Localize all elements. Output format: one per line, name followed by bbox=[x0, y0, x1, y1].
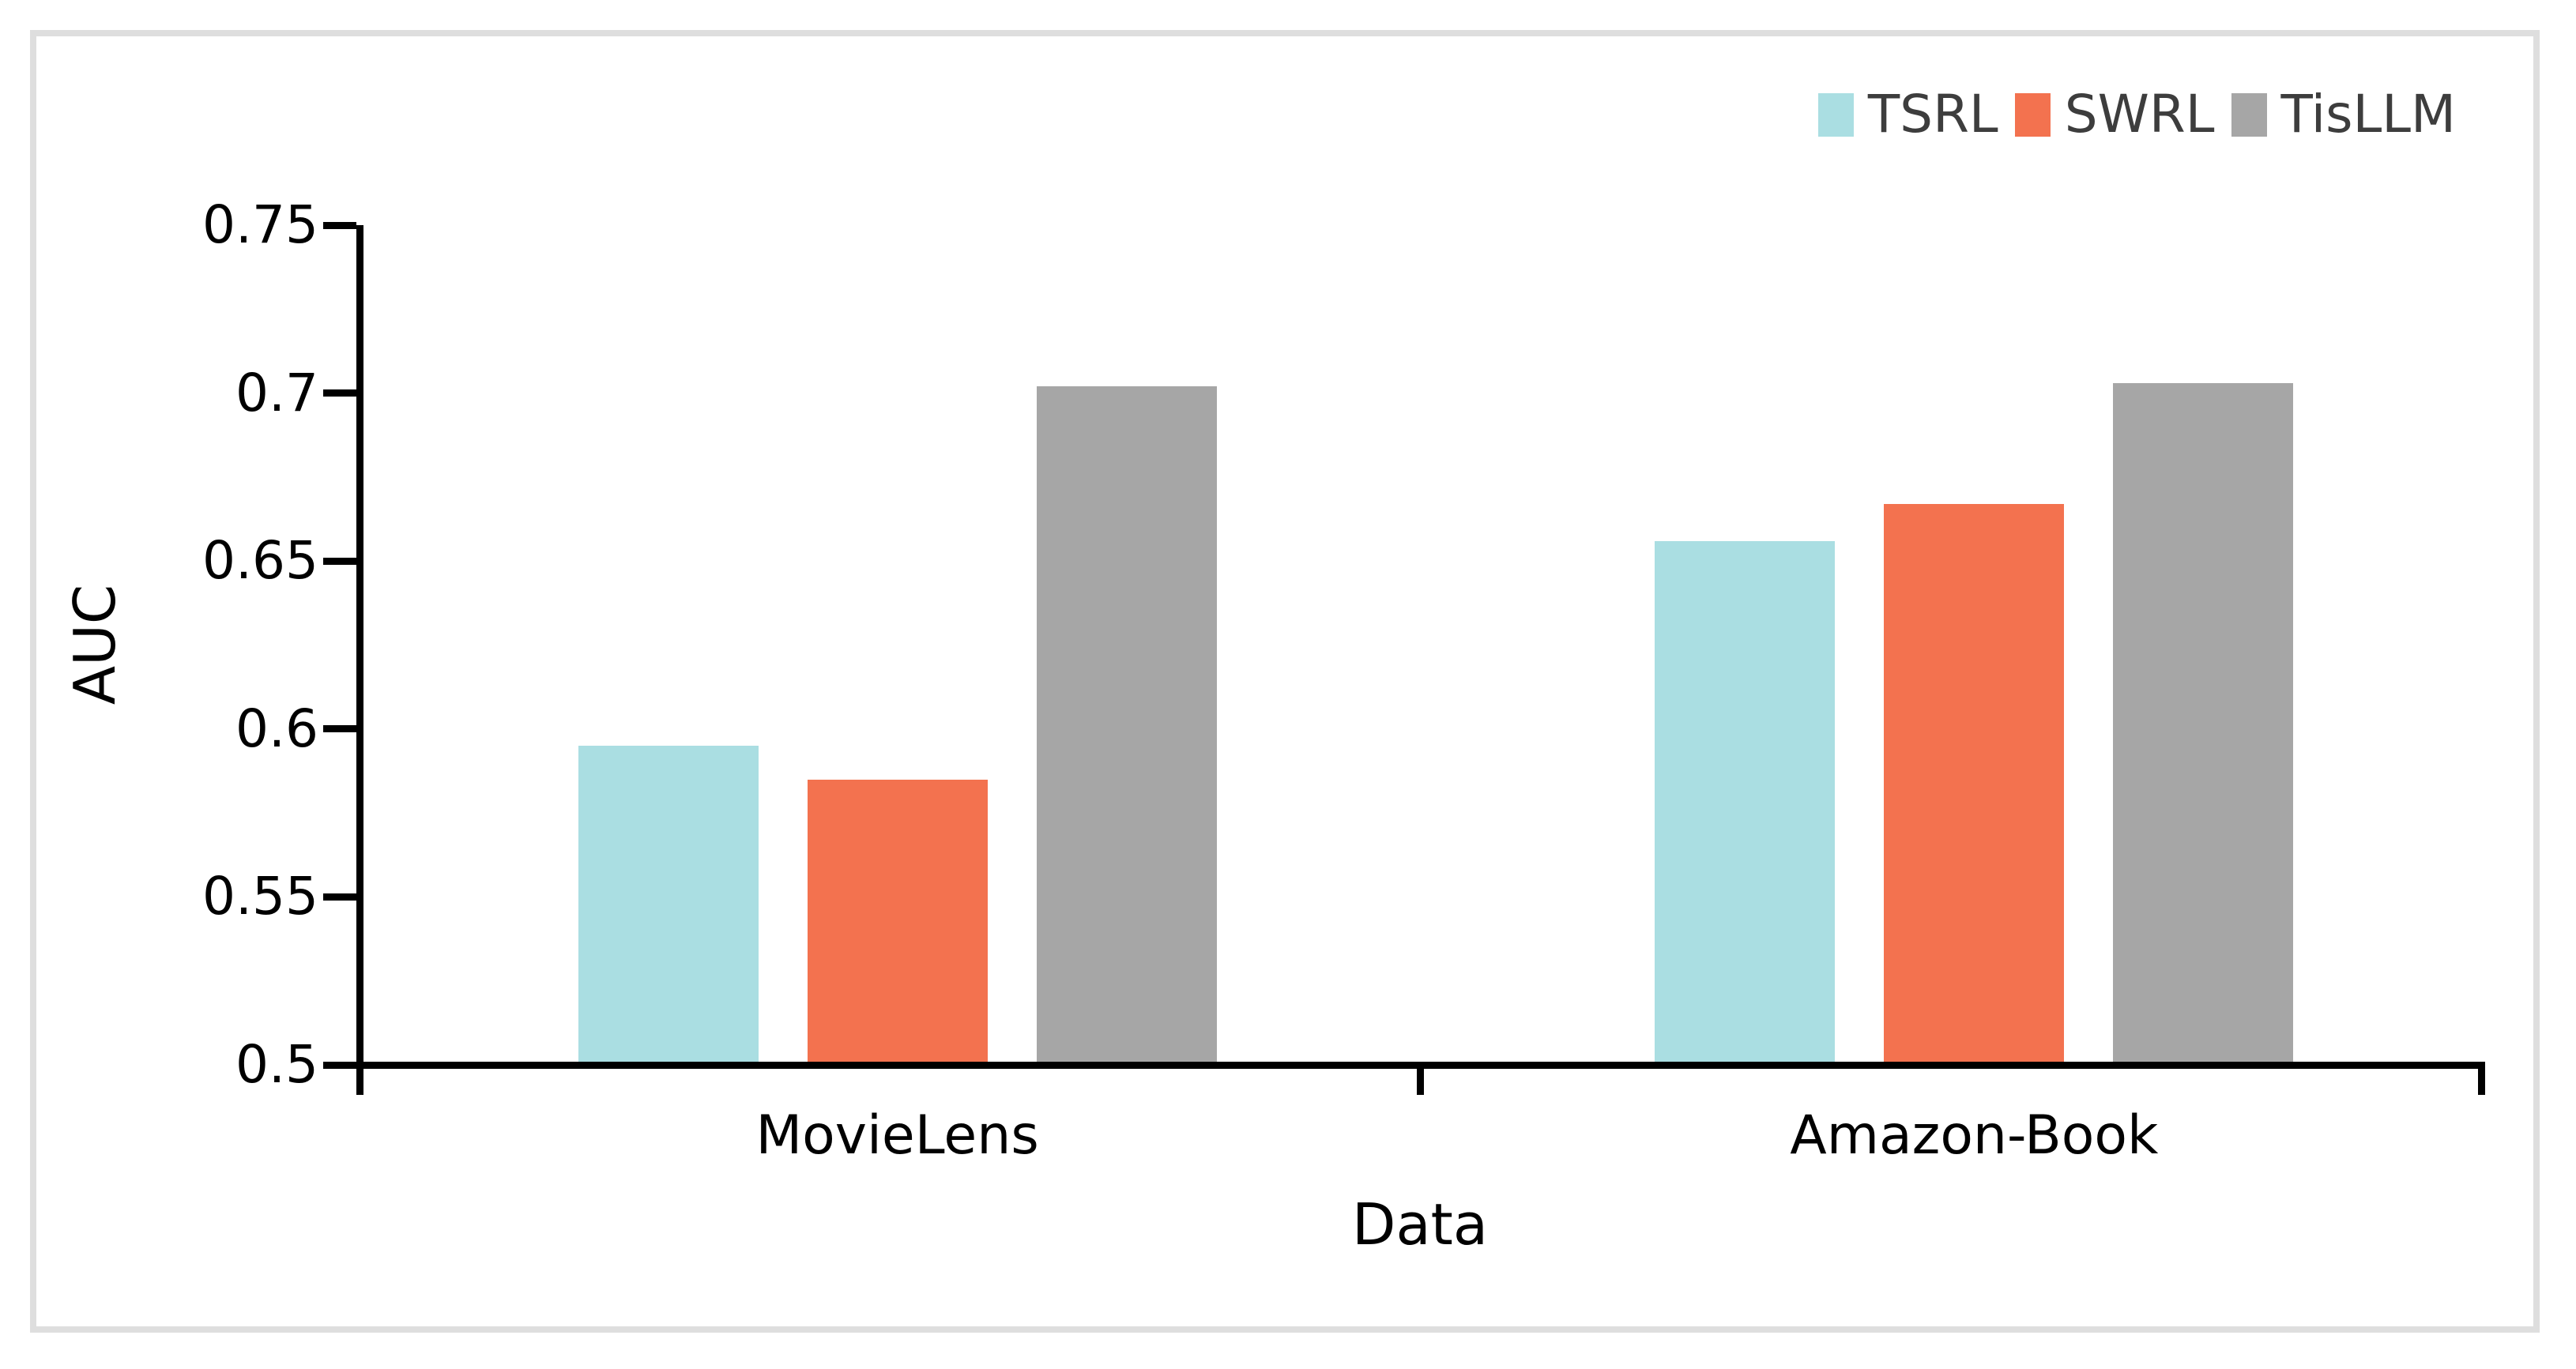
legend-item-swrl: SWRL bbox=[2014, 84, 2215, 145]
y-tick-mark bbox=[323, 725, 356, 733]
legend-item-tisllm: TisLLM bbox=[2231, 84, 2457, 145]
bar-swrl-amazon-book bbox=[1884, 503, 2065, 1065]
x-tick-mark bbox=[1417, 1065, 1424, 1095]
legend-swatch-swrl bbox=[2014, 92, 2051, 137]
legend-label-tisllm: TisLLM bbox=[2280, 84, 2457, 145]
bar-tisllm-amazon-book bbox=[2113, 382, 2294, 1065]
y-tick-mark bbox=[323, 893, 356, 901]
x-category-label-amazon-book: Amazon-Book bbox=[1790, 1104, 2159, 1167]
y-tick-label: 0.5 bbox=[235, 1034, 318, 1095]
x-tick-mark bbox=[356, 1065, 363, 1095]
y-tick-label: 0.65 bbox=[202, 530, 318, 592]
y-tick-label: 0.75 bbox=[202, 194, 318, 255]
bar-tisllm-movielens bbox=[1036, 386, 1217, 1065]
legend: TSRL SWRL TisLLM bbox=[1817, 84, 2457, 145]
legend-swatch-tsrl bbox=[1817, 92, 1854, 137]
y-tick-label: 0.55 bbox=[202, 866, 318, 927]
legend-swatch-tisllm bbox=[2231, 92, 2267, 137]
y-tick-mark bbox=[323, 557, 356, 565]
y-axis-title: AUC bbox=[62, 584, 128, 705]
bar-tsrl-amazon-book bbox=[1655, 540, 1836, 1065]
y-tick-label: 0.6 bbox=[235, 698, 318, 759]
legend-label-swrl: SWRL bbox=[2064, 84, 2215, 145]
y-axis-line bbox=[356, 225, 363, 1072]
y-tick-mark bbox=[323, 1061, 356, 1069]
bar-tsrl-movielens bbox=[578, 746, 759, 1065]
x-category-label-movielens: MovieLens bbox=[755, 1104, 1039, 1167]
y-tick-mark bbox=[323, 221, 356, 229]
legend-label-tsrl: TSRL bbox=[1867, 84, 1998, 145]
y-tick-label: 0.7 bbox=[235, 362, 318, 423]
legend-item-tsrl: TSRL bbox=[1817, 84, 1998, 145]
plot-area: 0.5 0.55 0.6 0.65 0.7 0.75 bbox=[202, 199, 2485, 1095]
x-tick-mark bbox=[2477, 1065, 2485, 1095]
x-axis-title: Data bbox=[1352, 1191, 1488, 1258]
y-tick-mark bbox=[323, 389, 356, 397]
bar-swrl-movielens bbox=[807, 779, 988, 1065]
